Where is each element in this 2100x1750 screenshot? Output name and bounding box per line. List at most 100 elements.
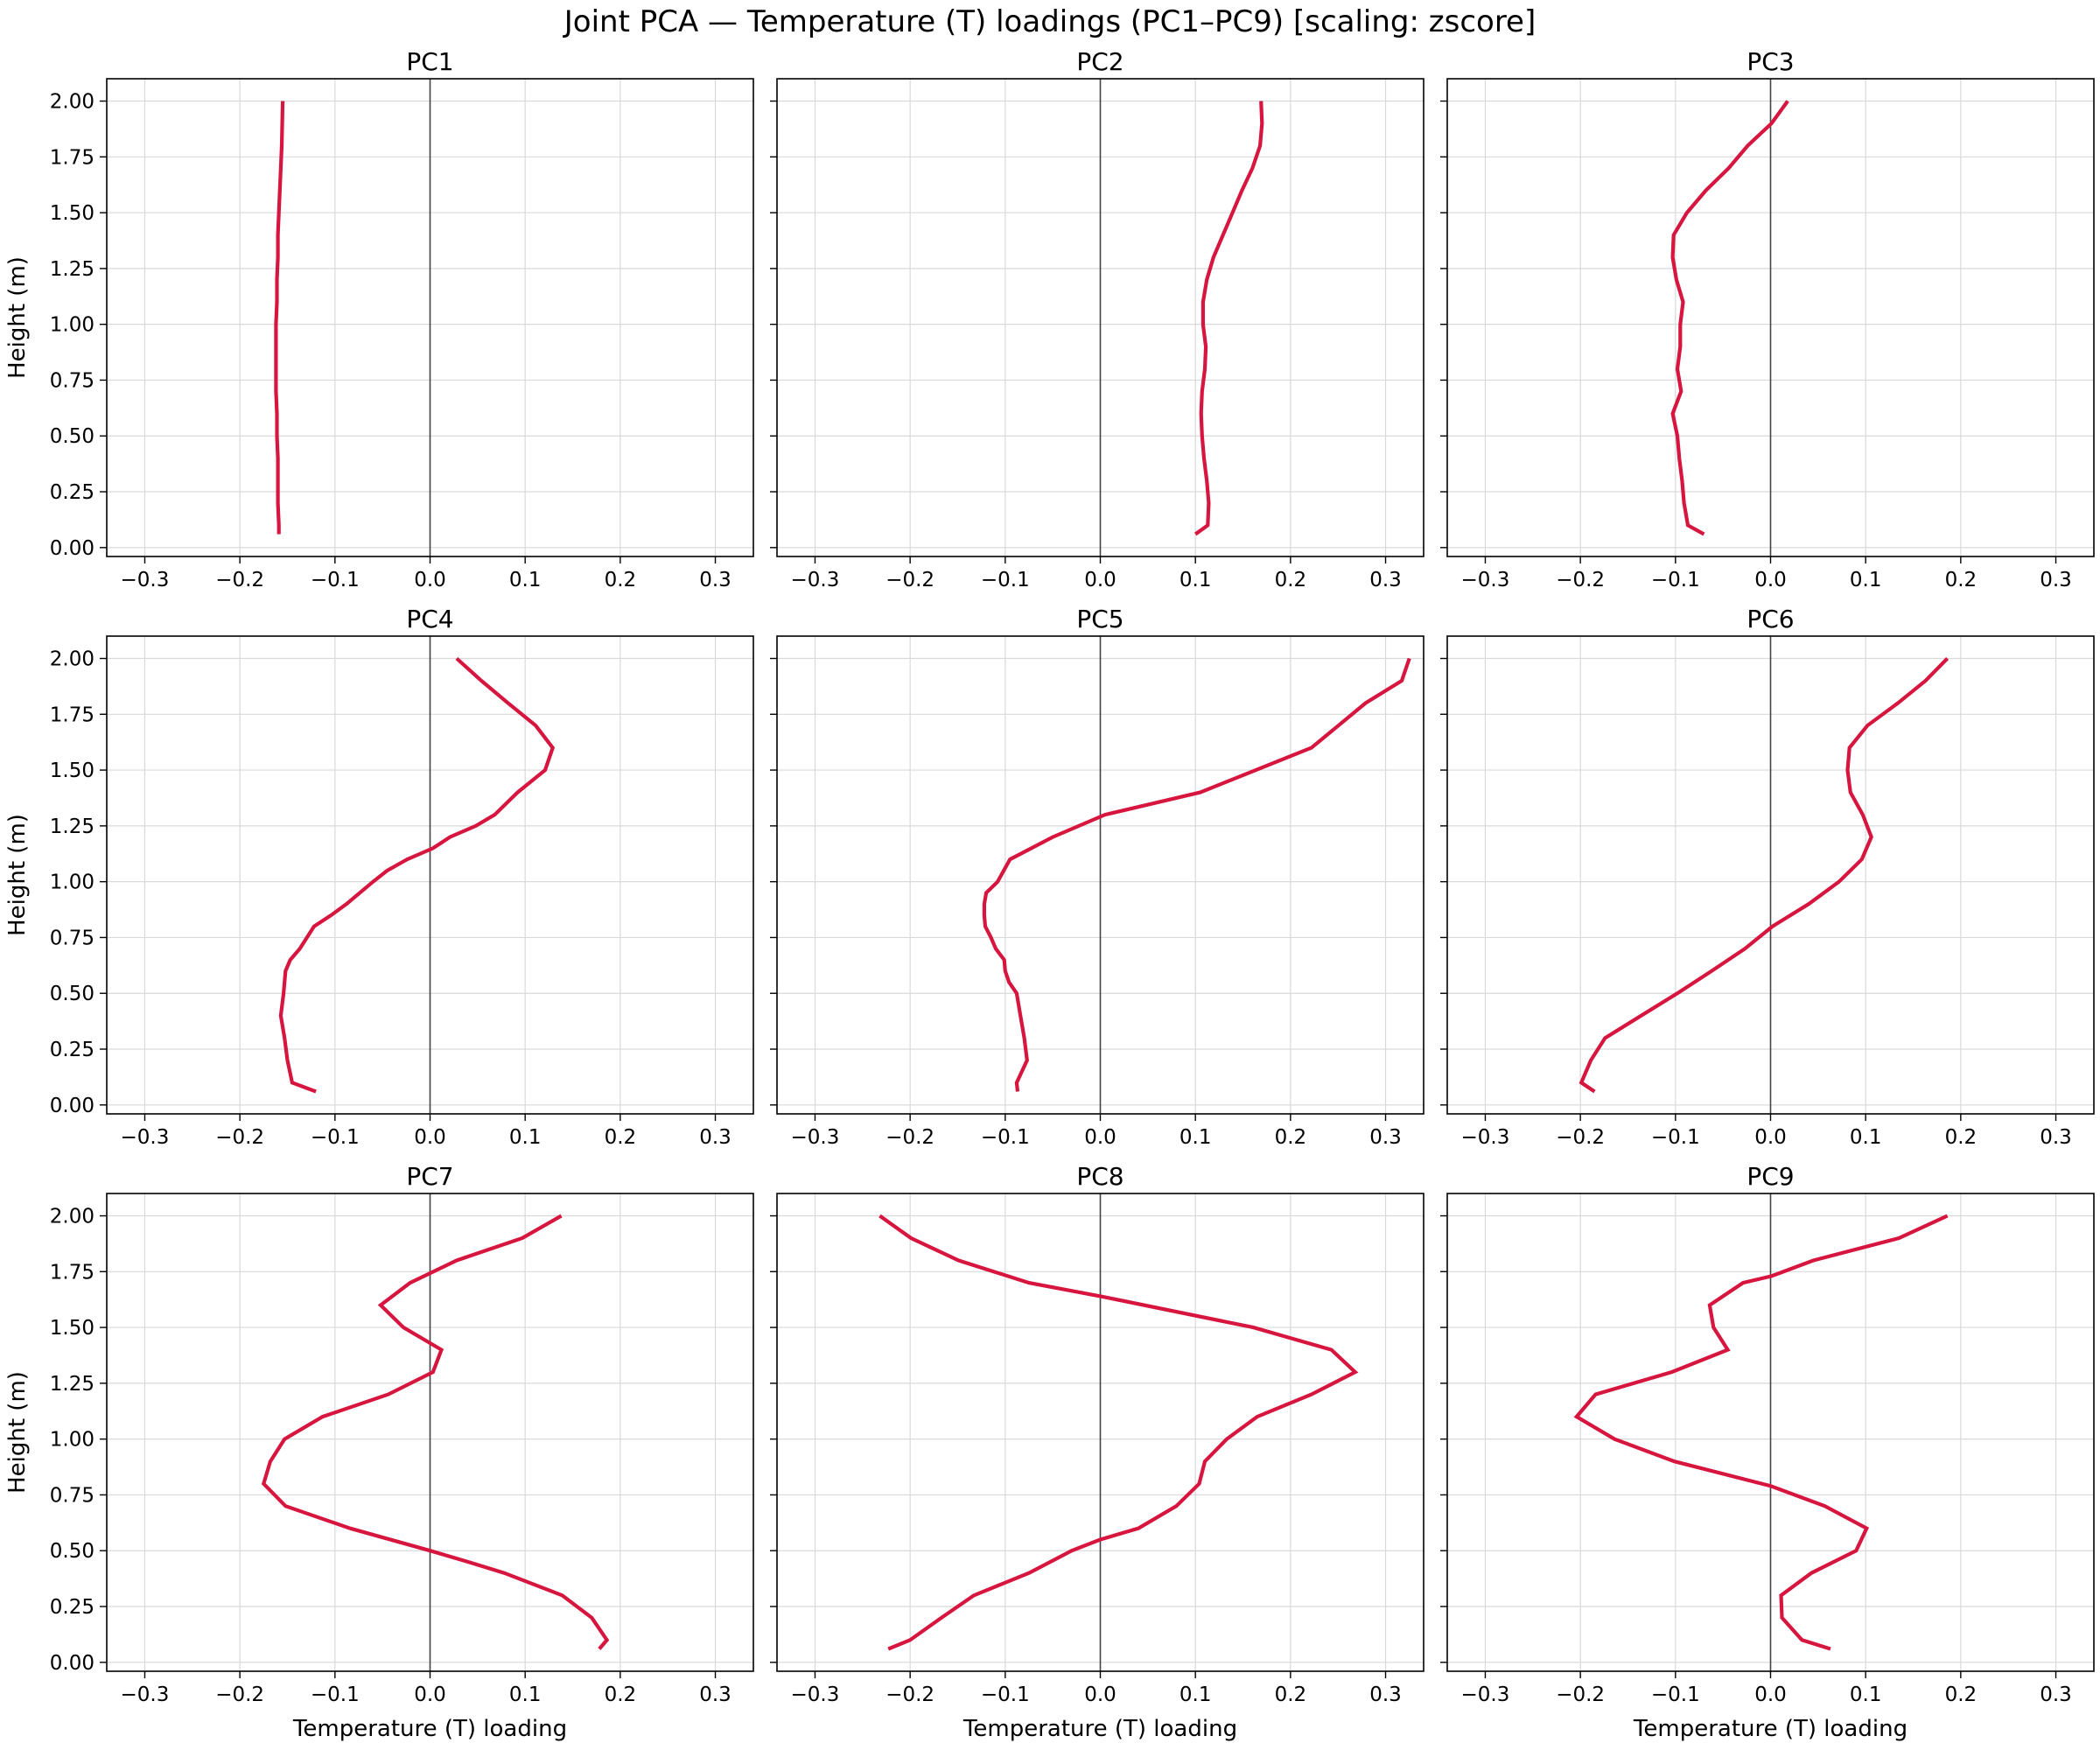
y-tick-label: 0.25 (50, 1039, 94, 1061)
x-tick-label: 0.3 (1369, 1684, 1402, 1706)
y-axis-label: Height (m) (4, 1371, 31, 1494)
y-tick-label: 2.00 (50, 1206, 94, 1228)
x-tick-label: 0.1 (1850, 1126, 1882, 1149)
x-tick-label: −0.3 (1461, 569, 1510, 592)
loading-profile-line (1670, 100, 1789, 536)
x-tick-label: 0.0 (414, 569, 446, 592)
x-tick-label: −0.2 (215, 569, 264, 592)
panel-7: −0.3 −0.2 −0.1 0.0 0.1 0.2 0.3 0.00 0.25 0.50 0.75… (4, 1162, 754, 1742)
y-axis-label: Height (m) (4, 814, 31, 936)
x-tick-label: −0.1 (981, 1126, 1030, 1149)
x-tick-label: 0.2 (1275, 1684, 1307, 1706)
y-tick-label: 1.75 (50, 704, 94, 726)
y-tick-label: 1.00 (50, 872, 94, 894)
x-tick-label: −0.2 (1556, 1684, 1605, 1706)
x-tick-label: 0.3 (1369, 569, 1402, 592)
panel-title: PC4 (406, 605, 453, 634)
x-tick-label: 0.3 (2040, 1126, 2072, 1149)
x-tick-label: 0.2 (1945, 1126, 1978, 1149)
x-tick-label: 0.3 (2040, 569, 2072, 592)
x-tick-label: −0.3 (1461, 1684, 1510, 1706)
panel-8: −0.3 −0.2 −0.1 0.0 0.1 0.2 0.3 PC8 Temperature (… (770, 1162, 1424, 1742)
loading-profile-line (274, 101, 285, 535)
y-tick-label: 1.25 (50, 816, 94, 838)
x-tick-label: 0.1 (1180, 569, 1212, 592)
figure-title: Joint PCA — Temperature (T) loadings (PC… (563, 4, 1536, 39)
x-tick-label: −0.1 (311, 569, 360, 592)
x-tick-label: −0.2 (886, 1684, 934, 1706)
x-tick-label: 0.3 (699, 1684, 732, 1706)
x-tick-label: −0.1 (1651, 569, 1700, 592)
x-tick-label: −0.1 (1651, 1684, 1700, 1706)
x-tick-label: −0.1 (981, 1684, 1030, 1706)
loading-profile-line (261, 1214, 610, 1650)
x-tick-label: 0.1 (1180, 1684, 1212, 1706)
loading-profile-line (1578, 657, 1950, 1094)
x-tick-label: 0.3 (1369, 1126, 1402, 1149)
y-tick-label: 0.50 (50, 1540, 94, 1563)
x-axis-label: Temperature (T) loading (1633, 1716, 1908, 1742)
x-tick-label: 0.0 (1754, 1684, 1787, 1706)
y-tick-label: 0.75 (50, 927, 94, 949)
x-tick-label: 0.1 (509, 1684, 542, 1706)
x-tick-label: 0.3 (699, 1126, 732, 1149)
x-tick-label: 0.2 (1275, 1126, 1307, 1149)
loading-profile-line (1194, 101, 1264, 536)
panel-title: PC8 (1076, 1162, 1124, 1191)
loading-profile-line (982, 657, 1411, 1092)
x-tick-label: −0.2 (886, 1126, 934, 1149)
x-tick-label: 0.2 (605, 1684, 637, 1706)
y-tick-label: 0.25 (50, 1596, 94, 1619)
panel-title: PC6 (1746, 605, 1794, 634)
x-tick-label: 0.1 (509, 1126, 542, 1149)
loading-profile-line (878, 1214, 1359, 1651)
panel-title: PC5 (1076, 605, 1124, 634)
y-axis-label: Height (m) (4, 256, 31, 379)
panel-2: −0.3 −0.2 −0.1 0.0 0.1 0.2 0.3 PC2 (770, 47, 1424, 592)
x-tick-label: −0.3 (121, 1126, 170, 1149)
x-tick-label: −0.1 (311, 1684, 360, 1706)
x-tick-label: 0.0 (1084, 1684, 1116, 1706)
y-tick-label: 1.50 (50, 760, 94, 782)
x-tick-label: −0.2 (886, 569, 934, 592)
y-tick-label: 0.50 (50, 983, 94, 1005)
y-tick-label: 1.25 (50, 1373, 94, 1396)
y-tick-label: 0.75 (50, 1484, 94, 1507)
x-tick-label: 0.1 (1850, 569, 1882, 592)
x-tick-label: −0.3 (791, 1684, 840, 1706)
x-tick-label: 0.1 (509, 569, 542, 592)
x-tick-label: 0.3 (699, 569, 732, 592)
x-tick-label: −0.3 (121, 1684, 170, 1706)
panel-title: PC7 (406, 1162, 453, 1191)
y-tick-label: 1.00 (50, 314, 94, 337)
x-tick-label: −0.1 (981, 569, 1030, 592)
y-tick-label: 1.00 (50, 1429, 94, 1452)
loading-profile-line (278, 656, 556, 1094)
x-tick-label: −0.2 (1556, 1126, 1605, 1149)
x-tick-label: 0.0 (414, 1684, 446, 1706)
x-axis-label: Temperature (T) loading (292, 1716, 567, 1742)
x-tick-label: 0.2 (1275, 569, 1307, 592)
y-tick-label: 0.25 (50, 481, 94, 504)
x-tick-label: −0.2 (215, 1126, 264, 1149)
panel-4: −0.3 −0.2 −0.1 0.0 0.1 0.2 0.3 0.00 0.25 0.50 0.75… (4, 605, 754, 1149)
x-tick-label: 0.2 (605, 1126, 637, 1149)
x-tick-label: 0.0 (1754, 569, 1787, 592)
y-tick-label: 1.25 (50, 258, 94, 281)
x-tick-label: 0.0 (1084, 1126, 1116, 1149)
x-tick-label: 0.2 (605, 569, 637, 592)
y-tick-label: 0.75 (50, 369, 94, 392)
panel-9: −0.3 −0.2 −0.1 0.0 0.1 0.2 0.3 PC9 Temperature (… (1440, 1162, 2095, 1742)
panel-title: PC1 (406, 47, 453, 76)
x-tick-label: −0.3 (791, 1126, 840, 1149)
y-tick-label: 1.75 (50, 1261, 94, 1284)
panel-6: −0.3 −0.2 −0.1 0.0 0.1 0.2 0.3 PC6 (1440, 605, 2095, 1149)
y-tick-label: 2.00 (50, 648, 94, 671)
y-tick-label: 1.75 (50, 146, 94, 169)
x-tick-label: −0.3 (791, 569, 840, 592)
x-tick-label: −0.3 (1461, 1126, 1510, 1149)
y-tick-label: 0.00 (50, 1095, 94, 1117)
panel-1: −0.3 −0.2 −0.1 0.0 0.1 0.2 0.3 0.00 0.25 0.50 0.75… (4, 47, 754, 592)
x-tick-label: 0.1 (1850, 1684, 1882, 1706)
x-tick-label: −0.3 (121, 569, 170, 592)
